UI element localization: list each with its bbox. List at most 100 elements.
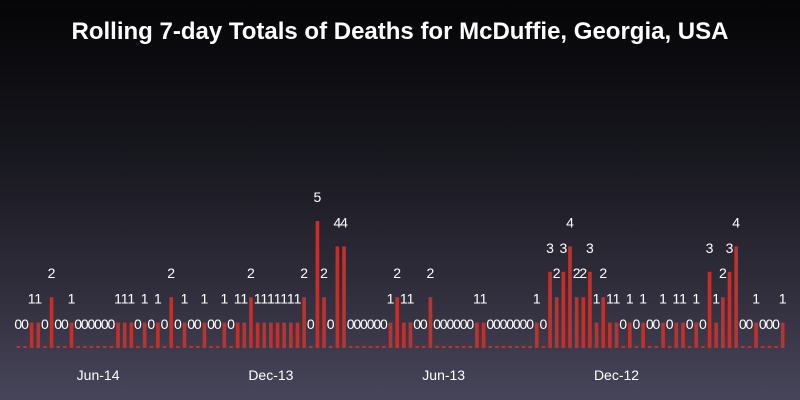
bar-zero (634, 346, 639, 348)
bar-zero (760, 346, 765, 348)
bar (202, 322, 207, 348)
bar-zero (514, 346, 519, 348)
data-label: 0 (307, 316, 315, 332)
data-label: 0 (134, 316, 142, 332)
data-label: 1 (280, 291, 288, 307)
data-label: 0 (147, 316, 155, 332)
bar-zero (654, 346, 659, 348)
data-label: 1 (533, 291, 541, 307)
data-label: 0 (107, 316, 115, 332)
data-label: 1 (672, 291, 680, 307)
bar (129, 322, 134, 348)
bar (727, 271, 732, 348)
bar-zero (421, 346, 426, 348)
data-label: 0 (54, 316, 62, 332)
bar-zero (468, 346, 473, 348)
bar-zero (488, 346, 493, 348)
bar (554, 297, 559, 348)
bar (721, 297, 725, 348)
bar (156, 322, 160, 348)
bar (235, 322, 240, 348)
data-label: 2 (167, 265, 175, 281)
bar-zero (102, 346, 107, 348)
data-label: 1 (287, 291, 295, 307)
bar (561, 271, 566, 348)
bar (282, 322, 287, 348)
bar-zero (667, 346, 672, 348)
data-label: 0 (413, 316, 421, 332)
bar (588, 271, 592, 348)
data-label: 0 (772, 316, 780, 332)
bar-zero (508, 346, 512, 348)
bar (342, 246, 346, 348)
data-label: 1 (260, 291, 268, 307)
bar-zero (435, 346, 439, 348)
data-label: 2 (719, 265, 727, 281)
bar (594, 322, 599, 348)
bar (534, 322, 539, 348)
data-label: 0 (739, 316, 747, 332)
bar-zero (43, 346, 47, 348)
data-label: 0 (686, 316, 694, 332)
bar (269, 322, 273, 348)
data-label: 2 (553, 265, 561, 281)
bar-zero (176, 346, 180, 348)
bar (335, 246, 340, 348)
bar-zero (621, 346, 625, 348)
x-tick-label: Jun-13 (422, 367, 465, 383)
bar-zero (16, 346, 21, 348)
data-label: 0 (187, 316, 195, 332)
data-label: 1 (626, 291, 634, 307)
bar (402, 322, 406, 348)
bar-zero (382, 346, 386, 348)
bar-zero (740, 346, 745, 348)
bar (116, 322, 120, 348)
data-label: 0 (506, 316, 514, 332)
data-label: 1 (267, 291, 275, 307)
data-label: 2 (599, 265, 607, 281)
data-label: 1 (752, 291, 760, 307)
data-label: 1 (181, 291, 189, 307)
data-label: 4 (340, 214, 348, 230)
data-label: 1 (606, 291, 614, 307)
bar-zero (348, 346, 353, 348)
bar (694, 322, 699, 348)
chart-title: Rolling 7-day Totals of Deaths for McDuf… (71, 18, 729, 45)
bar-zero (541, 346, 546, 348)
bar-zero (82, 346, 87, 348)
data-label: 0 (446, 316, 454, 332)
bar-zero (195, 346, 200, 348)
data-label: 0 (360, 316, 368, 332)
bar-zero (687, 346, 692, 348)
bar-zero (528, 346, 532, 348)
data-label: 0 (194, 316, 202, 332)
data-label: 0 (74, 316, 82, 332)
data-label: 1 (407, 291, 415, 307)
data-label: 2 (320, 265, 328, 281)
bar-zero (448, 346, 453, 348)
bar-zero (209, 346, 213, 348)
bar (707, 271, 712, 348)
bar (601, 297, 606, 348)
data-label: 0 (619, 316, 627, 332)
bar (674, 322, 679, 348)
bar (142, 322, 147, 348)
bar (734, 246, 738, 348)
bar (608, 322, 612, 348)
data-label: 1 (639, 291, 647, 307)
data-label: 0 (88, 316, 96, 332)
bar (182, 322, 187, 348)
bar-zero (362, 346, 366, 348)
bar-zero (774, 346, 778, 348)
data-label: 0 (486, 316, 494, 332)
data-label: 0 (41, 316, 49, 332)
bar-zero (96, 346, 100, 348)
bar-zero (23, 346, 27, 348)
data-label: 1 (220, 291, 228, 307)
data-label: 4 (732, 214, 740, 230)
bar-zero (747, 346, 752, 348)
data-label: 1 (141, 291, 149, 307)
bar (614, 322, 619, 348)
